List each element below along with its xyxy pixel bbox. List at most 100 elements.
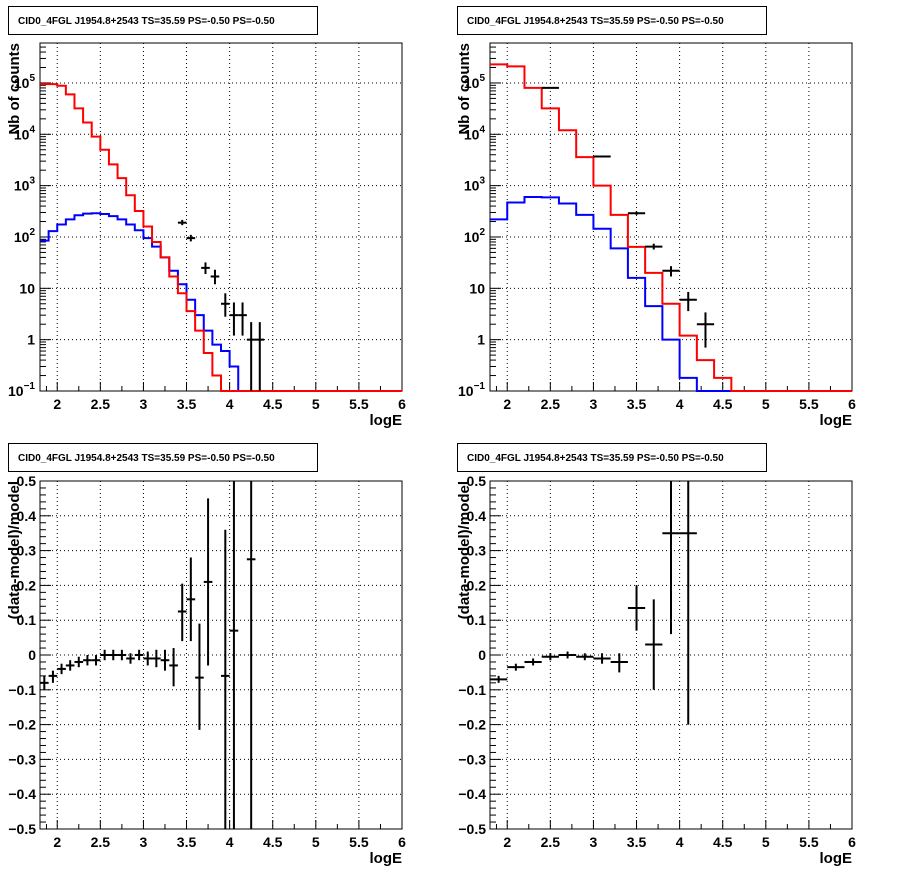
x-axis-title: logE [370, 850, 403, 867]
y-tick-label: 10−1 [458, 381, 485, 399]
x-tick-label: 4.5 [713, 834, 733, 850]
data-point [117, 649, 127, 661]
panel-title-box: CID0_4FGL J1954.8+2543 TS=35.59 PS=-0.50… [8, 443, 318, 472]
data-point [134, 649, 144, 661]
x-tick-label: 2.5 [541, 396, 561, 412]
y-tick-label: 103 [464, 176, 486, 194]
y-tick-label: 10−1 [8, 381, 35, 399]
data-point [65, 660, 75, 671]
x-axis-title: logE [370, 412, 403, 429]
y-tick-label: 104 [14, 124, 36, 142]
x-tick-label: 5 [312, 834, 320, 850]
data-point [177, 583, 187, 642]
data-point [255, 322, 265, 391]
x-tick-label: 3.5 [177, 834, 197, 850]
panel-residual-fine: 2 2.5 3 3.5 4 4.5 5 5.5 6 −0.5 −0.4 −0.3 −0.2 −0.1 0 0.… [6, 473, 406, 867]
x-tick-label: 6 [848, 396, 856, 412]
data-point [203, 498, 213, 666]
y-axis: 10−1 1 10 102 103 104 105 [8, 46, 51, 399]
panel-title: CID0_4FGL J1954.8+2543 TS=35.59 PS=-0.50… [467, 16, 724, 27]
data-point [177, 219, 187, 226]
x-tick-label: 2 [503, 834, 511, 850]
data-point [83, 655, 92, 666]
x-axis: 2 2.5 3 3.5 4 4.5 5 5.5 6 [495, 820, 856, 850]
x-axis: 2 2.5 3 3.5 4 4.5 5 5.5 6 [495, 382, 856, 412]
y-tick-label: −0.1 [458, 682, 486, 698]
x-tick-label: 5.5 [349, 396, 369, 412]
data-point [48, 670, 58, 683]
y-tick-label: −0.4 [8, 786, 36, 802]
data-point [221, 293, 230, 317]
series-data [40, 481, 256, 829]
y-axis-title: (data-model)/model [6, 481, 23, 619]
data-point [490, 675, 508, 683]
data-point [160, 649, 170, 671]
y-tick-label: 0.4 [17, 508, 37, 524]
y-tick-label: −0.5 [458, 821, 486, 837]
grid [40, 43, 402, 391]
data-point [238, 302, 247, 336]
y-tick-label: 10 [19, 280, 35, 296]
data-point [558, 651, 577, 659]
y-tick-label: −0.3 [458, 751, 486, 767]
data-point [696, 312, 715, 348]
title-frame [457, 443, 767, 472]
data-point [662, 481, 680, 635]
x-tick-label: 5.5 [349, 834, 369, 850]
data-point [593, 155, 611, 158]
y-axis: −0.5 −0.4 −0.3 −0.2 −0.1 0 0.1 0.2 0.3 0.4 0.5 [458, 473, 501, 837]
y-tick-label: 1 [27, 332, 35, 348]
data-point [221, 529, 230, 829]
series-source-model [40, 212, 402, 392]
y-tick-label: 103 [14, 176, 36, 194]
data-point [507, 663, 525, 671]
x-tick-label: 6 [848, 834, 856, 850]
x-tick-label: 4.5 [263, 834, 283, 850]
title-frame [8, 443, 318, 472]
data-point [186, 234, 196, 242]
y-tick-label: 10 [469, 280, 485, 296]
x-tick-label: 4 [676, 834, 684, 850]
panel-title-box: CID0_4FGL J1954.8+2543 TS=35.59 PS=-0.50… [457, 443, 767, 472]
x-tick-label: 4 [226, 834, 234, 850]
y-tick-label: −0.1 [8, 682, 36, 698]
x-tick-label: 3 [590, 834, 598, 850]
x-tick-label: 4.5 [713, 396, 733, 412]
panel-residual-coarse: 2 2.5 3 3.5 4 4.5 5 5.5 6 −0.5 −0.4 −0.3 −0.2 −0.1 0 0.… [456, 473, 856, 867]
data-point [100, 649, 109, 661]
y-tick-label: 0 [28, 647, 36, 663]
series-source-model [490, 196, 852, 392]
data-point [679, 291, 697, 312]
x-tick-label: 3.5 [177, 396, 197, 412]
y-tick-label: 1 [477, 332, 485, 348]
data-point [91, 655, 101, 666]
data-point [679, 481, 697, 725]
x-axis: 2 2.5 3 3.5 4 4.5 5 5.5 6 [45, 382, 406, 412]
x-axis: 2 2.5 3 3.5 4 4.5 5 5.5 6 [45, 820, 406, 850]
data-point [195, 623, 204, 730]
x-tick-label: 2.5 [91, 834, 111, 850]
x-tick-label: 2.5 [91, 396, 111, 412]
data-point [610, 653, 628, 673]
x-tick-label: 5.5 [799, 834, 819, 850]
x-tick-label: 4.5 [263, 396, 283, 412]
y-tick-label: 104 [464, 124, 486, 142]
x-tick-label: 2 [503, 396, 511, 412]
x-axis-title: logE [820, 412, 853, 429]
x-tick-label: 6 [398, 834, 406, 850]
x-tick-label: 3 [140, 396, 148, 412]
y-tick-label: 102 [464, 227, 486, 245]
y-tick-label: 0.3 [467, 543, 487, 559]
y-axis-title: (data-model)/model [456, 481, 473, 619]
y-tick-label: 0.1 [17, 612, 37, 628]
data-point [645, 243, 663, 250]
y-tick-label: 0.5 [467, 473, 487, 489]
data-point [126, 653, 135, 664]
x-tick-label: 5 [762, 396, 770, 412]
x-tick-label: 2.5 [541, 834, 561, 850]
y-tick-label: 0 [478, 647, 486, 663]
y-tick-label: −0.5 [8, 821, 36, 837]
y-tick-label: 0.2 [467, 577, 487, 593]
data-point [576, 653, 594, 661]
panel-title: CID0_4FGL J1954.8+2543 TS=35.59 PS=-0.50… [467, 453, 724, 464]
